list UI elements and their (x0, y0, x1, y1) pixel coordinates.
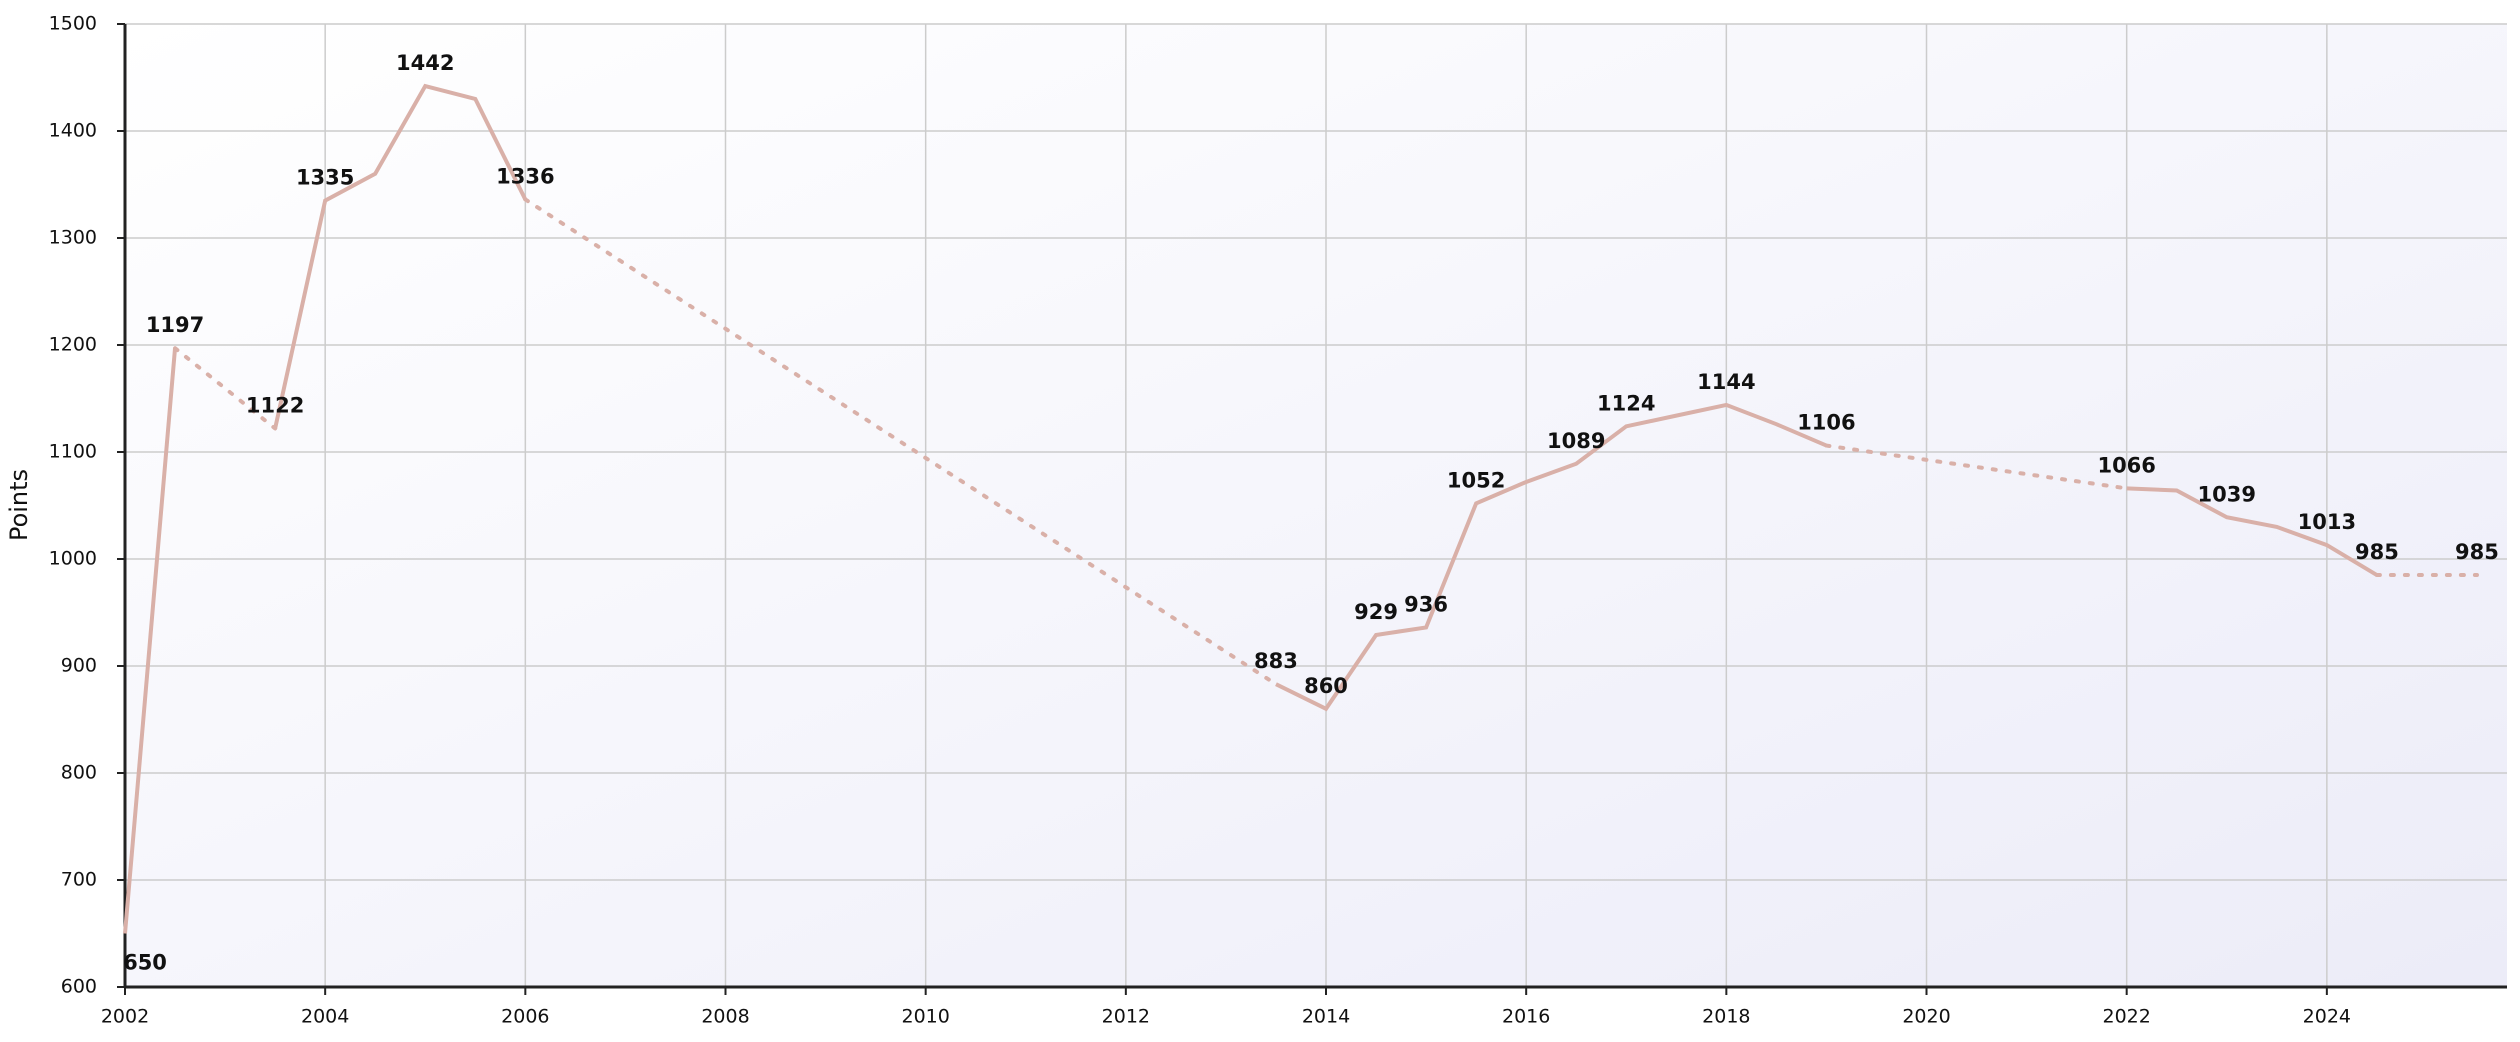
x-tick-label: 2016 (1502, 1006, 1550, 1028)
x-tick-label: 2018 (1702, 1006, 1750, 1028)
y-tick-label: 1100 (49, 441, 97, 463)
line-segment (123, 348, 178, 934)
dotted-segment (523, 197, 1278, 687)
value-label: 1066 (2097, 453, 2155, 477)
line-segment (1275, 402, 1828, 712)
value-label: 1124 (1597, 391, 1655, 415)
value-label: 1335 (296, 166, 354, 190)
value-label: 1144 (1697, 370, 1755, 394)
y-tick-label: 900 (61, 655, 97, 677)
x-tick-label: 2004 (301, 1006, 349, 1028)
value-label: 1052 (1447, 468, 1505, 492)
y-tick-label: 700 (61, 869, 97, 891)
x-tick-label: 2006 (501, 1006, 549, 1028)
x-tick-label: 2024 (2303, 1006, 2351, 1028)
x-tick-label: 2010 (901, 1006, 949, 1028)
line-segment (273, 83, 528, 429)
value-label: 936 (1404, 592, 1448, 616)
x-tick-label: 2008 (701, 1006, 749, 1028)
x-tick-label: 2002 (101, 1006, 149, 1028)
y-tick-label: 800 (61, 762, 97, 784)
x-tick-label: 2012 (1102, 1006, 1150, 1028)
y-tick-label: 1500 (49, 13, 97, 35)
value-label: 1197 (146, 313, 204, 337)
dotted-segment (1824, 443, 2129, 491)
x-tick-label: 2022 (2103, 1006, 2151, 1028)
x-tick-label: 2014 (1302, 1006, 1350, 1028)
value-label: 1039 (2198, 482, 2256, 506)
value-label: 1442 (396, 51, 454, 75)
value-label: 1089 (1547, 429, 1605, 453)
value-label: 929 (1354, 600, 1398, 624)
x-tick-label: 2020 (1902, 1006, 1950, 1028)
y-tick-label: 1300 (49, 227, 97, 249)
y-tick-label: 1000 (49, 548, 97, 570)
value-label: 1122 (246, 393, 304, 417)
value-label: 1106 (1797, 411, 1855, 435)
value-label: 985 (2455, 540, 2499, 564)
value-label: 860 (1304, 674, 1348, 698)
value-label: 883 (1254, 649, 1298, 673)
value-label: 650 (123, 951, 167, 975)
value-label: 1013 (2298, 510, 2356, 534)
y-tick-label: 1400 (49, 120, 97, 142)
y-axis-label: Points (5, 469, 33, 541)
line-segment (2126, 486, 2378, 577)
plot-area (125, 24, 2507, 987)
value-label: 1336 (496, 164, 554, 188)
value-label: 985 (2355, 540, 2399, 564)
y-tick-label: 600 (61, 976, 97, 998)
y-tick-label: 1200 (49, 334, 97, 356)
